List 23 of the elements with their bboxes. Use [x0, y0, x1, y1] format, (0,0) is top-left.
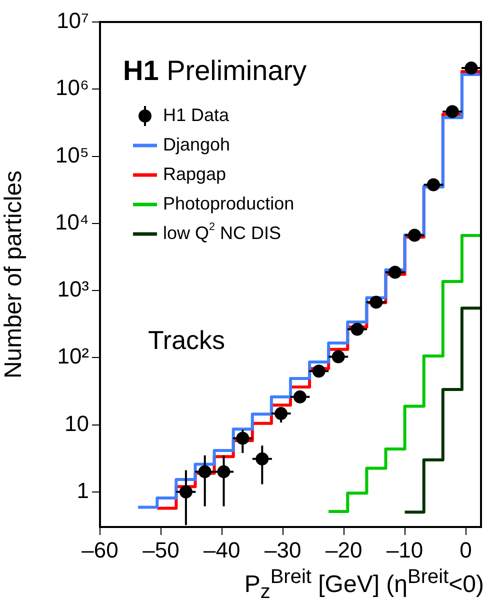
y-tick-label: 10⁷ [56, 8, 90, 34]
y-tick-label: 1 [76, 478, 89, 503]
y-tick-label: 10² [57, 344, 89, 369]
y-tick-label: 10 [64, 410, 89, 436]
x-axis-title: P$_{z}$$^{Breit}$ [GeV] (η$^{Breit}$<0) [244, 566, 484, 604]
x-tick-label: –50 [142, 537, 180, 562]
y-tick-label: 10⁶ [55, 75, 89, 100]
y-tick-label: 10⁴ [55, 209, 89, 234]
text: H1 Preliminary [123, 55, 307, 86]
y-tick-label: 10³ [57, 276, 89, 302]
x-tick-label: –10 [386, 537, 424, 562]
x-tick-label: –30 [264, 537, 302, 562]
x-tick-label: –40 [204, 537, 240, 562]
legend-label: H1 Data [163, 104, 230, 125]
y-axis-title: Number of particles [0, 170, 28, 379]
legend-label: Rapgap [163, 164, 226, 184]
legend-label: Djangoh [163, 134, 230, 154]
x-tick-label: 0 [460, 537, 472, 562]
y-tick-label: 10⁵ [55, 142, 89, 168]
x-tick-label: –60 [82, 537, 118, 562]
legend-label: Photoproduction [163, 193, 294, 214]
annotation: Tracks [148, 325, 226, 355]
x-tick-label: –20 [325, 537, 362, 562]
